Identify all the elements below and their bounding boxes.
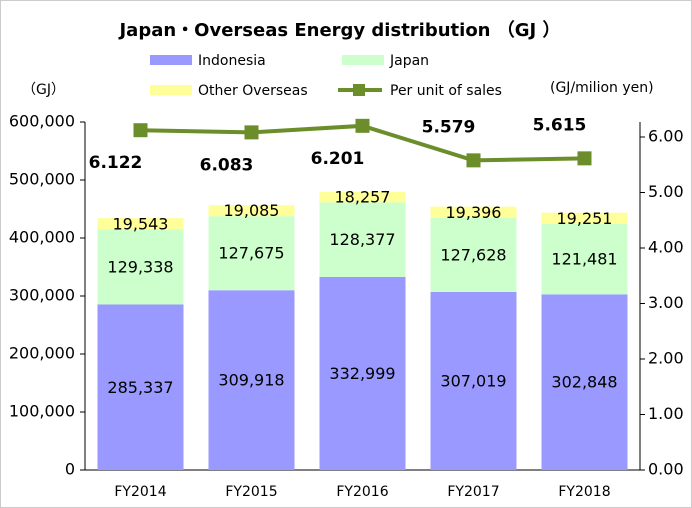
legend-label: Other Overseas (198, 83, 308, 99)
y-tick-label: 300,000 (9, 286, 75, 305)
bar-value-label: 19,543 (113, 214, 169, 233)
bar-value-label: 127,675 (218, 244, 284, 263)
bar-segment (319, 276, 406, 470)
bar-value-label: 285,337 (107, 378, 173, 397)
bar-value-label: 127,628 (440, 245, 506, 264)
chart-title: Japan・Overseas Energy distribution （GJ ） (117, 20, 560, 41)
bar-segment (208, 205, 295, 217)
y2-tick-label: 0.00 (648, 460, 684, 479)
bar-segment (430, 217, 517, 292)
line-marker (466, 153, 481, 168)
line-value-label: 6.201 (311, 149, 365, 169)
bar-segment (208, 216, 295, 291)
x-tick-label: FY2015 (225, 484, 277, 500)
x-tick-label: FY2014 (114, 484, 166, 500)
bar-segment (97, 304, 184, 470)
line-value-label: 5.615 (533, 115, 587, 135)
line-value-label: 5.579 (422, 117, 476, 137)
y-axis-label: （GJ） (22, 82, 65, 98)
bar-segment (97, 229, 184, 305)
line-marker (133, 123, 148, 138)
y2-tick-label: 2.00 (648, 348, 684, 367)
bar-segment (541, 223, 628, 295)
legend-marker (353, 84, 365, 96)
bar-segment (430, 206, 517, 218)
legend-label: Indonesia (198, 53, 266, 69)
y2-tick-label: 3.00 (648, 293, 684, 312)
bar-value-label: 302,848 (551, 373, 617, 392)
y-tick-label: 100,000 (9, 402, 75, 421)
bar-value-label: 19,085 (224, 201, 280, 220)
line-value-label: 6.083 (200, 155, 254, 175)
bar-value-label: 128,377 (329, 230, 395, 249)
bar-value-label: 307,019 (440, 371, 506, 390)
bar-segment (97, 218, 184, 230)
y-tick-label: 0 (65, 460, 75, 479)
y2-tick-label: 1.00 (648, 404, 684, 423)
y2-tick-label: 4.00 (648, 237, 684, 256)
legend-swatch (342, 55, 384, 65)
bar-segment (319, 191, 406, 203)
bar-value-label: 18,257 (335, 188, 391, 207)
line-marker (355, 118, 370, 133)
bar-value-label: 121,481 (551, 250, 617, 269)
bar-value-label: 19,396 (446, 203, 502, 222)
bar-value-label: 19,251 (557, 209, 613, 228)
y-tick-label: 500,000 (9, 170, 75, 189)
y-tick-label: 600,000 (9, 112, 75, 131)
x-tick-label: FY2018 (558, 484, 610, 500)
y-tick-label: 400,000 (9, 228, 75, 247)
bar-value-label: 309,918 (218, 371, 284, 390)
line-value-label: 6.122 (89, 153, 143, 173)
x-tick-label: FY2016 (336, 484, 388, 500)
bar-value-label: 129,338 (107, 257, 173, 276)
bar-segment (208, 290, 295, 470)
legend-swatch (150, 55, 192, 65)
x-tick-label: FY2017 (447, 484, 499, 500)
line-marker (577, 151, 592, 166)
y2-tick-label: 6.00 (648, 126, 684, 145)
line-marker (244, 125, 259, 140)
bar-value-label: 332,999 (329, 364, 395, 383)
y2-axis-label: (GJ/milion yen) (550, 80, 654, 96)
y2-tick-label: 5.00 (648, 182, 684, 201)
legend-label: Per unit of sales (390, 83, 502, 99)
legend-label: Japan (389, 53, 429, 69)
legend-swatch (150, 85, 192, 95)
bar-segment (541, 212, 628, 224)
y-tick-label: 200,000 (9, 344, 75, 363)
bar-segment (430, 291, 517, 470)
bar-segment (541, 294, 628, 470)
bar-segment (319, 202, 406, 277)
